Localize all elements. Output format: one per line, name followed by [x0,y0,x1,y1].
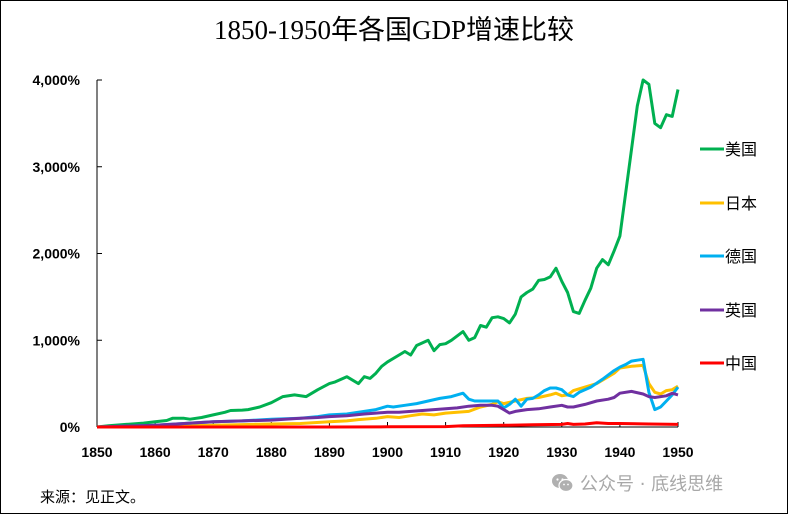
x-tick-label: 1900 [372,444,403,460]
plot-area [96,78,680,429]
x-tick-label: 1940 [604,444,635,460]
legend-label: 日本 [725,195,757,213]
legend-label: 英国 [725,302,757,320]
series-line [97,421,679,429]
series-line [96,78,680,429]
source-note: 来源：见正文。 [40,490,146,506]
legend-label: 德国 [725,248,757,266]
watermark: 公众号 · 底线思维 [552,470,723,496]
chart-title: 1850-1950年各国GDP增速比较 [213,15,574,45]
y-tick-label: 3,000% [33,159,81,175]
x-tick-label: 1950 [662,444,693,460]
y-axis: 0% 1,000% 2,000% 3,000% 4,000% [33,72,102,435]
x-tick-label: 1910 [430,444,461,460]
series-line [96,363,679,429]
legend-label: 中国 [725,355,757,373]
y-tick-label: 1,000% [33,332,81,348]
x-tick-label: 1860 [140,444,171,460]
x-tick-label: 1930 [546,444,577,460]
x-tick-label: 1880 [256,444,287,460]
y-tick-label: 0% [60,419,81,435]
wechat-icon [552,473,574,493]
x-tick-label: 1920 [488,444,519,460]
y-tick-label: 4,000% [33,72,81,88]
x-tick-label: 1870 [198,444,229,460]
x-tick-label: 1890 [314,444,345,460]
x-tick-label: 1850 [81,444,112,460]
watermark-text: 公众号 · 底线思维 [580,474,724,495]
series-line [96,389,679,429]
legend-label: 美国 [725,141,757,159]
y-tick-label: 2,000% [33,246,81,262]
